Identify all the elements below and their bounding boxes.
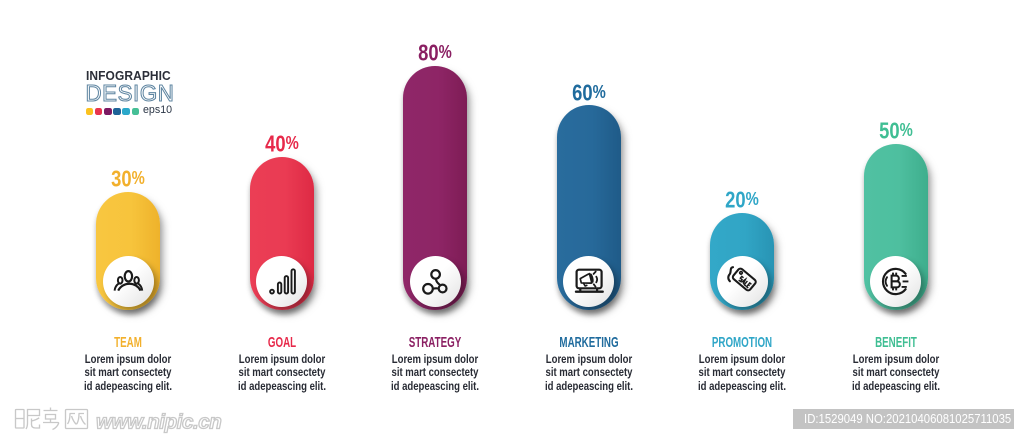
svg-text:DESIGN: DESIGN (85, 80, 174, 106)
svg-text:www.nipic.cn: www.nipic.cn (96, 411, 221, 434)
